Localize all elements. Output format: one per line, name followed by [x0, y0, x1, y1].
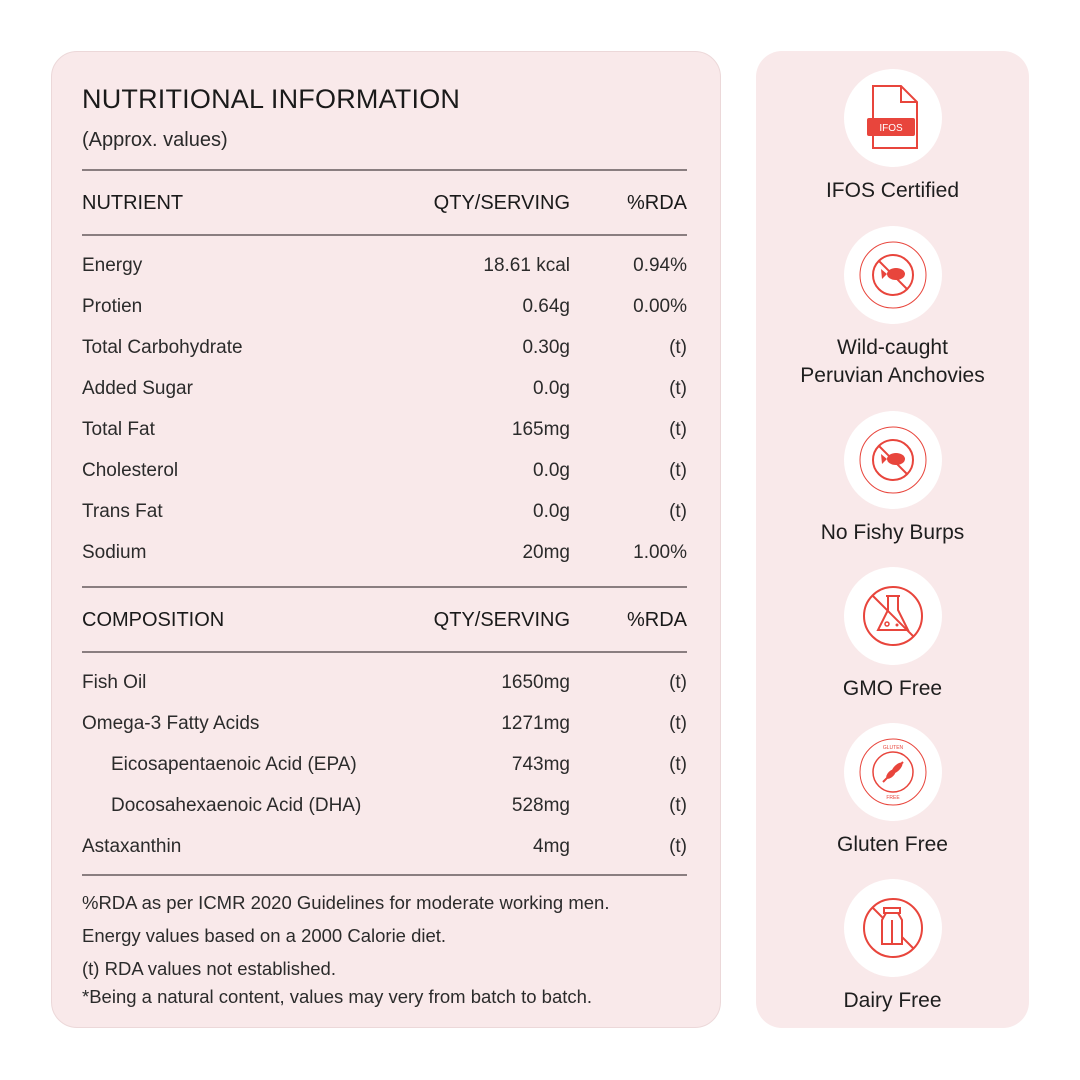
badge-label: No Fishy Burps — [820, 521, 965, 544]
footnote: *Being a natural content, values may ver… — [82, 986, 593, 1007]
table-row: Omega-3 Fatty Acids 1271mg (t) — [82, 713, 687, 734]
table-row: Sodium 20mg 1.00% — [82, 542, 687, 563]
nutrient-header: NUTRIENT QTY/SERVING %RDA — [82, 192, 687, 222]
wild-fish-icon — [843, 226, 942, 324]
table-row: Fish Oil 1650mg (t) — [82, 672, 687, 693]
divider — [82, 234, 687, 236]
badge-ifos: IFOS IFOS Certified — [756, 69, 1029, 205]
ifos-document-icon: IFOS — [843, 69, 942, 167]
no-gmo-flask-icon — [843, 567, 942, 665]
header-qty: QTY/SERVING — [433, 192, 570, 214]
badge-gmo-free: GMO Free — [756, 567, 1029, 703]
badge-wild-caught: Wild-caught Peruvian Anchovies — [756, 226, 1029, 390]
svg-text:GLUTEN: GLUTEN — [882, 745, 903, 751]
divider — [82, 651, 687, 653]
page-title: NUTRITIONAL INFORMATION — [82, 84, 461, 114]
no-fish-icon — [843, 411, 942, 509]
table-row: Protien 0.64g 0.00% — [82, 296, 687, 317]
divider — [82, 169, 687, 171]
footnote: %RDA as per ICMR 2020 Guidelines for mod… — [82, 892, 610, 913]
header-nutrient: NUTRIENT — [82, 192, 184, 214]
badge-label: GMO Free — [842, 677, 943, 700]
footnote: (t) RDA values not established. — [82, 958, 336, 979]
badge-gluten-free: GLUTEN FREE Gluten Free — [756, 723, 1029, 859]
badge-label: Dairy Free — [843, 989, 942, 1012]
subtitle: (Approx. values) — [82, 129, 228, 151]
header-composition: COMPOSITION — [82, 609, 225, 631]
table-row: Total Fat 165mg (t) — [82, 419, 687, 440]
footnote: Energy values based on a 2000 Calorie di… — [82, 925, 447, 946]
table-row: Added Sugar 0.0g (t) — [82, 378, 687, 399]
table-row: Docosahexaenoic Acid (DHA) 528mg (t) — [111, 795, 687, 816]
no-dairy-carton-icon — [843, 879, 942, 977]
header-rda: %RDA — [626, 192, 687, 214]
divider — [82, 586, 687, 588]
table-row: Trans Fat 0.0g (t) — [82, 501, 687, 522]
table-row: Cholesterol 0.0g (t) — [82, 460, 687, 481]
svg-text:FREE: FREE — [886, 795, 900, 801]
badge-dairy-free: Dairy Free — [756, 879, 1029, 1015]
divider — [82, 874, 687, 876]
nutrition-panel: NUTRITIONAL INFORMATION (Approx. values)… — [51, 51, 721, 1028]
badges-panel: IFOS IFOS Certified Wild-caught Peruvian … — [756, 51, 1029, 1028]
badge-label: Wild-caught Peruvian Anchovies — [800, 336, 985, 387]
composition-header: COMPOSITION QTY/SERVING %RDA — [82, 609, 687, 639]
svg-text:IFOS: IFOS — [879, 123, 903, 134]
badge-label: IFOS Certified — [825, 179, 960, 202]
table-row: Total Carbohydrate 0.30g (t) — [82, 337, 687, 358]
badge-no-fishy-burps: No Fishy Burps — [756, 411, 1029, 547]
header-qty: QTY/SERVING — [433, 609, 570, 631]
table-row: Energy 18.61 kcal 0.94% — [82, 255, 687, 276]
table-row: Eicosapentaenoic Acid (EPA) 743mg (t) — [111, 754, 687, 775]
header-rda: %RDA — [626, 609, 687, 631]
table-row: Astaxanthin 4mg (t) — [82, 836, 687, 857]
badge-label: Gluten Free — [837, 833, 948, 856]
gluten-free-wheat-icon: GLUTEN FREE — [843, 723, 942, 821]
